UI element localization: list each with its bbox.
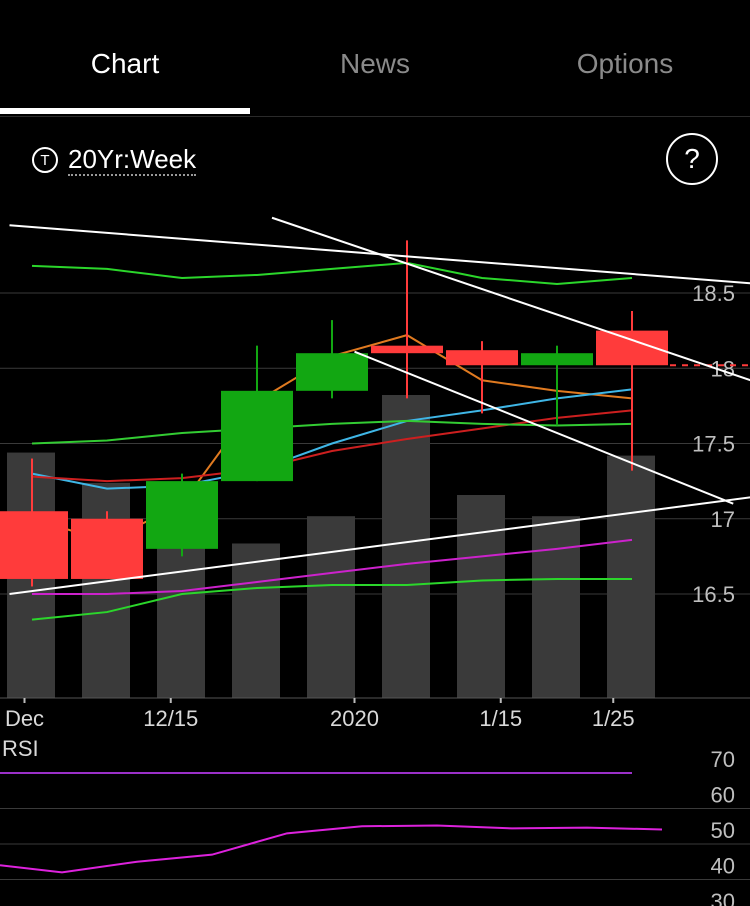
period-selector[interactable]: T 20Yr:Week xyxy=(32,140,197,180)
date-tick-label: 12/15 xyxy=(143,706,198,731)
price-tick-label: 17.5 xyxy=(692,432,735,457)
price-tick-label: 18.5 xyxy=(692,281,735,306)
date-tick-label: 2020 xyxy=(330,706,379,731)
rsi-label: RSI xyxy=(2,736,39,761)
trendline xyxy=(271,216,750,382)
volume-bar xyxy=(382,395,430,698)
rsi-tick-label: 60 xyxy=(711,783,735,808)
candle-body xyxy=(0,511,68,579)
candle-body xyxy=(146,481,218,549)
moving-average-line xyxy=(31,388,633,490)
candle-body xyxy=(446,350,518,366)
active-tab-indicator xyxy=(0,108,250,114)
trendline xyxy=(354,350,734,505)
rsi-tick-label: 30 xyxy=(711,889,735,906)
rsi-tick-label: 50 xyxy=(711,818,735,843)
help-icon[interactable]: ? xyxy=(666,133,718,185)
candle-body xyxy=(371,345,443,354)
period-label[interactable]: 20Yr:Week xyxy=(68,144,197,176)
volume-bar xyxy=(457,494,505,698)
tab-options[interactable]: Options xyxy=(576,48,674,79)
volume-bar xyxy=(607,455,655,698)
volume-bar xyxy=(157,528,205,698)
rsi-line xyxy=(0,824,663,874)
moving-average-line xyxy=(31,419,633,445)
tab-bar: Chart News Options xyxy=(0,0,750,117)
candle-body xyxy=(71,518,143,579)
candle-body xyxy=(296,353,368,391)
price-tick-label: 17 xyxy=(711,507,735,532)
trendline xyxy=(9,496,750,595)
moving-average-line xyxy=(31,261,633,285)
date-tick-label: 1/15 xyxy=(479,706,522,731)
price-tick-label: 16.5 xyxy=(692,582,735,607)
tab-news[interactable]: News xyxy=(339,48,410,79)
volume-bar xyxy=(532,516,580,698)
moving-average-line xyxy=(32,538,633,595)
volume-bar xyxy=(232,543,280,698)
moving-average-line xyxy=(31,577,632,621)
rsi-tick-label: 70 xyxy=(711,747,735,772)
tab-chart[interactable]: Chart xyxy=(90,48,160,79)
candle-body xyxy=(521,353,593,366)
candle-body xyxy=(221,390,293,482)
volume-bar xyxy=(307,516,355,698)
moving-average-line xyxy=(31,409,633,483)
date-tick-label: Dec xyxy=(5,706,44,731)
date-tick-label: 1/25 xyxy=(592,706,635,731)
ticker-icon: T xyxy=(32,147,58,173)
trendline xyxy=(9,224,750,285)
rsi-tick-label: 40 xyxy=(711,854,735,879)
